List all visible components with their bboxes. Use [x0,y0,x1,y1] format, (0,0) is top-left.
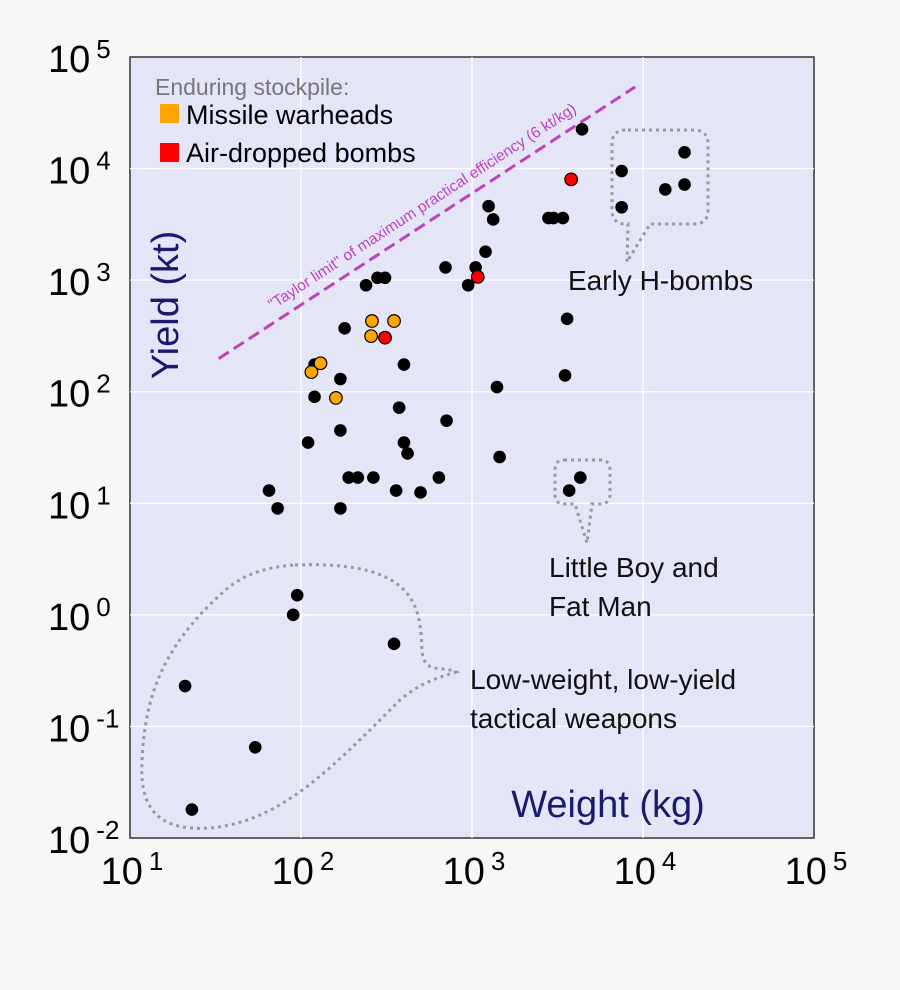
point-weapons [271,502,284,515]
annotation-tactical-line1: Low-weight, low-yield [470,664,736,695]
y-tick-label: 10 4 [48,146,111,193]
point-weapons [678,178,691,191]
y-tick-label: 10 -1 [48,703,119,750]
y-tick-label: 10 3 [48,257,111,304]
x-axis-label: Weight (kg) [511,784,705,826]
point-weapons [615,200,628,214]
point-weapons [440,414,453,427]
annotation-early-h-bombs: Early H-bombs [568,265,753,296]
point-weapons [342,471,355,484]
point-weapons [547,211,560,225]
point-weapons [615,164,628,178]
point-weapons [482,199,495,213]
legend-swatch-missile-warheads [160,104,179,123]
point-weapons [490,380,504,394]
point-weapons [301,436,315,449]
x-tick-label: 10 1 [101,846,164,893]
point-weapons [479,245,492,258]
point-weapons [367,471,380,484]
point-weapons [378,271,392,285]
y-tick-label: 10 -2 [48,815,119,862]
annotation-tactical-line2: tactical weapons [470,703,677,734]
point-weapons [439,261,452,274]
point-weapons [262,484,276,497]
point-weapons [334,372,347,386]
point-missile-warheads [329,391,343,405]
legend: Enduring stockpile: Missile warheads Air… [155,74,416,168]
annotation-little-boy-line1: Little Boy and [549,552,719,583]
point-weapons [397,358,411,371]
axis-tick-labels: 10 1 10 2 10 3 10 4 10 5 10 5 10 4 10 3 10 2 10 1 10 0 10 -1 10-… [48,34,847,893]
point-weapons [397,436,411,449]
point-weapons [308,390,321,404]
taylor-limit-line [217,85,636,360]
point-weapons [334,502,347,515]
point-weapons [392,401,406,414]
annotation-little-boy-line2: Fat Man [549,591,652,622]
legend-label-air-dropped-bombs: Air-dropped bombs [186,138,416,168]
point-weapons [359,278,373,292]
point-weapons [334,424,347,437]
legend-title: Enduring stockpile: [155,74,349,100]
point-weapons [432,471,446,484]
x-tick-label: 10 3 [443,846,506,893]
point-weapons [185,803,199,816]
y-tick-label: 10 2 [48,369,111,416]
point-weapons [658,183,672,196]
point-weapons [290,588,304,602]
point-air-dropped-bombs [564,172,579,187]
point-weapons [486,213,500,226]
x-tick-label: 10 5 [785,846,848,893]
early-h-bombs-callout [610,128,710,268]
legend-label-missile-warheads: Missile warheads [186,100,393,130]
point-weapons [351,471,365,484]
y-tick-label: 10 1 [48,480,111,527]
point-air-dropped-bombs [470,269,485,284]
point-missile-warheads [304,365,319,379]
point-missile-warheads [364,329,378,344]
grid-lines [130,57,814,838]
point-weapons [493,450,506,464]
point-weapons [387,637,401,651]
point-missile-warheads [387,314,401,328]
point-weapons [574,471,587,484]
point-weapons [401,447,414,460]
point-weapons [560,312,574,326]
point-weapons [461,278,475,292]
point-weapons [556,211,570,225]
point-air-dropped-bombs [378,330,392,345]
point-weapons [286,608,300,622]
x-tick-label: 10 2 [272,846,335,893]
point-weapons [678,145,691,159]
little-boy-fat-man-callout [553,458,612,544]
y-axis-label: Yield (kt) [145,231,187,380]
point-weapons [575,122,589,136]
y-tick-label: 10 0 [48,592,111,639]
point-weapons [248,741,262,754]
y-tick-label: 10 5 [48,34,111,81]
legend-swatch-air-dropped-bombs [160,143,179,162]
data-points [178,122,691,816]
point-weapons [178,679,192,693]
point-weapons [338,322,351,335]
point-weapons [389,484,403,497]
point-weapons [562,484,576,497]
point-weapons [558,369,572,382]
point-missile-warheads [313,356,328,371]
x-tick-label: 10 4 [614,846,677,893]
point-weapons [414,486,427,499]
point-missile-warheads [365,314,379,328]
